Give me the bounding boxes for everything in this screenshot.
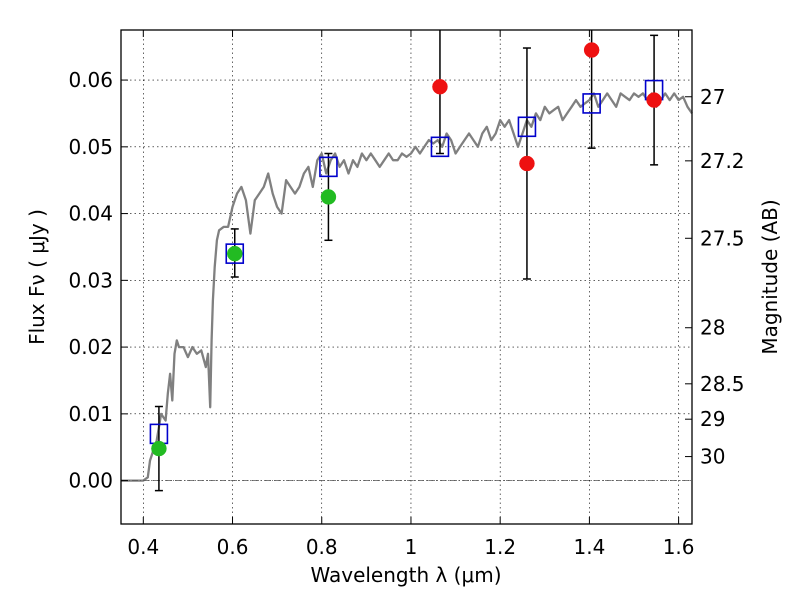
model-photometry-square (225, 243, 245, 264)
observed-photometry-point (432, 78, 448, 95)
model-photometry-square (319, 156, 338, 178)
y2-tick-label: 30 (700, 445, 725, 469)
y-tick-label: 0.00 (68, 469, 113, 493)
y-tick-label: 0.06 (68, 68, 113, 92)
plot-frame (120, 29, 693, 525)
x-tick-label: 1 (405, 535, 418, 559)
y2-tick-label: 29 (700, 407, 725, 431)
observed-photometry-point (646, 92, 662, 108)
y2-tick-label: 28 (700, 316, 725, 340)
y-tick-label: 0.05 (68, 135, 113, 159)
model-photometry-square (430, 136, 450, 158)
observed-photometry-point (583, 42, 600, 58)
x-axis-label: Wavelength λ (μm) (310, 563, 501, 587)
x-tick-label: 1.6 (663, 535, 695, 559)
x-tick-label: 1.2 (484, 535, 516, 559)
observed-photometry-point (519, 155, 535, 172)
model-photometry-square (517, 116, 537, 138)
y-axis-label: Flux Fν ( μJy ) (25, 209, 49, 345)
observed-photometry-point (151, 440, 167, 457)
y-tick-label: 0.01 (68, 402, 113, 426)
model-photometry-square (582, 93, 601, 114)
y2-tick-label: 28.5 (700, 372, 745, 396)
observed-photometry-point (227, 245, 243, 262)
y-tick-label: 0.02 (68, 335, 113, 359)
grid (121, 30, 692, 524)
y2-axis-label: Magnitude (AB) (758, 199, 782, 354)
model-spectrum (121, 92, 693, 482)
y2-tick-label: 27 (700, 85, 725, 109)
y2-tick-label: 27.5 (700, 226, 745, 250)
y2-tick-label: 27.2 (700, 149, 745, 173)
markers (149, 42, 664, 457)
x-tick-label: 0.6 (217, 535, 249, 559)
observed-photometry-point (320, 189, 337, 205)
y-tick-label: 0.04 (68, 202, 113, 226)
x-tick-label: 0.4 (127, 535, 159, 559)
x-tick-label: 0.8 (306, 535, 338, 559)
spectrum-line (121, 92, 693, 482)
y-tick-label: 0.03 (68, 268, 113, 292)
axis-ticks: 0.4 0.6 0.8 1 1.2 1.4 1.6 0.00 0.01 0.02 0.03 0.04 0… (68, 30, 745, 559)
x-tick-label: 1.4 (573, 535, 605, 559)
